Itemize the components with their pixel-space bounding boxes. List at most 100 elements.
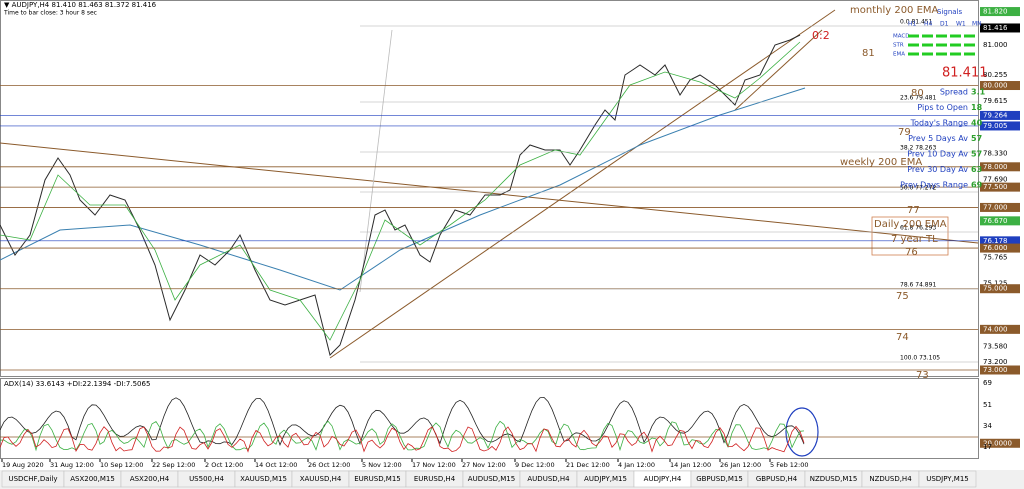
fast-ma-line	[0, 41, 801, 341]
time-label: 2 Oct 12:00	[205, 461, 243, 469]
info-value: 57	[971, 134, 982, 143]
price-label: 81.820	[983, 8, 1008, 16]
time-label: 10 Sep 12:00	[100, 461, 143, 469]
short-trendline	[734, 29, 823, 111]
price-label-box	[980, 216, 1020, 226]
price-label-box	[980, 365, 1020, 375]
signals-title: Signals	[937, 8, 963, 16]
info-label: Prev 5 Days Av	[908, 134, 968, 143]
price-label-box	[980, 7, 1020, 17]
price-label: 76.670	[983, 217, 1008, 225]
uptrend-line	[329, 9, 836, 359]
tab-label[interactable]: AUDUSD,H4	[527, 475, 570, 483]
seven-year-trendline	[0, 142, 979, 244]
price-label: 77.690	[983, 175, 1008, 183]
tab-label[interactable]: USDCHF,Daily	[8, 475, 57, 483]
price-label: 78.330	[983, 149, 1008, 157]
price-label: 78.000	[983, 163, 1008, 171]
tab-label[interactable]: GBPUSD,M15	[696, 475, 743, 483]
signal-cell	[950, 43, 961, 47]
signal-cell	[936, 34, 947, 38]
tab-label[interactable]: EURUSD,M15	[354, 475, 401, 483]
tab[interactable]	[918, 470, 977, 488]
signals-column: H1	[908, 21, 917, 28]
info-value: 40	[971, 119, 983, 128]
info-value: 69	[971, 181, 983, 190]
price-label: 79.615	[983, 97, 1008, 105]
tab-label[interactable]: NZDUSD,M15	[810, 475, 858, 483]
price-label-box	[980, 284, 1020, 294]
adx-axis-label: 17	[983, 443, 992, 451]
info-label: Prev Days Range	[900, 181, 968, 190]
price-label: 81.000	[983, 41, 1008, 49]
fib-label: 61.8 76.293	[900, 225, 936, 232]
timer: Time to bar close: 3 hour 8 sec	[3, 10, 97, 17]
info-value: 63	[971, 165, 982, 174]
tab-label[interactable]: AUDJPY,H4	[644, 475, 682, 483]
price-label-box	[980, 202, 1020, 212]
price-label-box	[980, 162, 1020, 172]
signal-cell	[922, 43, 933, 47]
tab-label[interactable]: XAUUSD,H4	[300, 475, 342, 483]
time-label: 22 Sep 12:00	[152, 461, 195, 469]
tab-label[interactable]: AUDJPY,M15	[584, 475, 627, 483]
annotation: 74	[896, 332, 909, 343]
tab-label[interactable]: GBPUSD,H4	[756, 475, 798, 483]
symbol-header: ▼ AUDJPY,H4 81.410 81.463 81.372 81.416	[4, 1, 157, 9]
signals-row: EMA	[893, 52, 905, 58]
tab-label[interactable]: USDJPY,M15	[926, 475, 969, 483]
price-label: 73.580	[983, 342, 1008, 350]
plus-di-line	[0, 420, 805, 452]
price-label: 75.125	[983, 280, 1008, 288]
adx-title: ADX(14) 33.6143 +DI:22.1394 -DI:7.5065	[4, 380, 150, 388]
price-label-box	[980, 110, 1020, 120]
price-label-box	[980, 243, 1020, 253]
info-label: Pips to Open	[917, 103, 968, 112]
signal-cell	[950, 34, 961, 38]
tab-label[interactable]: ASX200,M15	[70, 475, 115, 483]
price-label-box	[980, 23, 1020, 33]
fib-label: 23.6 79.481	[900, 95, 936, 102]
annotation: 73	[916, 370, 929, 381]
adx-axis-label: 20.0000	[983, 439, 1012, 447]
time-label: 4 Jan 12:00	[618, 461, 655, 469]
time-label: 14 Jan 12:00	[670, 461, 711, 469]
price-label: 79.005	[983, 122, 1008, 130]
signal-cell	[908, 43, 919, 47]
info-label: Prev 10 Day Av	[907, 150, 968, 159]
tab-label[interactable]: XAUUSD,M15	[240, 475, 287, 483]
tab-label[interactable]: US500,H4	[189, 475, 224, 483]
price-label: 77.500	[983, 183, 1008, 191]
annotation: 77	[907, 205, 920, 216]
info-label: Today's Range	[910, 119, 968, 128]
signals-row: MACD	[893, 34, 910, 40]
info-label: Spread	[940, 88, 968, 97]
tab-label[interactable]: EURUSD,H4	[414, 475, 456, 483]
annotation: 81.411	[942, 66, 988, 81]
annotation: 7 year TL	[891, 234, 938, 245]
tab-label[interactable]: NZDUSD,H4	[869, 475, 912, 483]
signal-cell	[964, 43, 975, 47]
adx-axis-label: 51	[983, 401, 992, 409]
fib-label: 100.0 73.105	[900, 355, 940, 362]
signals-column: D1	[940, 21, 949, 28]
annotation: weekly 200 EMA	[840, 157, 922, 168]
annotation: 76	[905, 247, 918, 258]
adx-axis-label: 34	[983, 422, 992, 430]
price-label: 80.000	[983, 82, 1008, 90]
signal-cell	[950, 52, 961, 56]
signal-cell	[964, 34, 975, 38]
tab-label[interactable]: ASX200,H4	[130, 475, 170, 483]
adx-panel-frame	[0, 378, 979, 459]
minus-di-line	[0, 425, 805, 453]
tab-label[interactable]: AUDUSD,M15	[468, 475, 515, 483]
time-label: 26 Oct 12:00	[308, 461, 350, 469]
annotation: Daily 200 EMA	[874, 219, 947, 230]
signals-row: STR	[893, 43, 904, 49]
time-label: 9 Dec 12:00	[515, 461, 555, 469]
time-label: 19 Aug 2020	[2, 461, 44, 469]
fib-label: 50.0 77.272	[900, 185, 936, 192]
fib-label: 38.2 78.263	[900, 145, 936, 152]
